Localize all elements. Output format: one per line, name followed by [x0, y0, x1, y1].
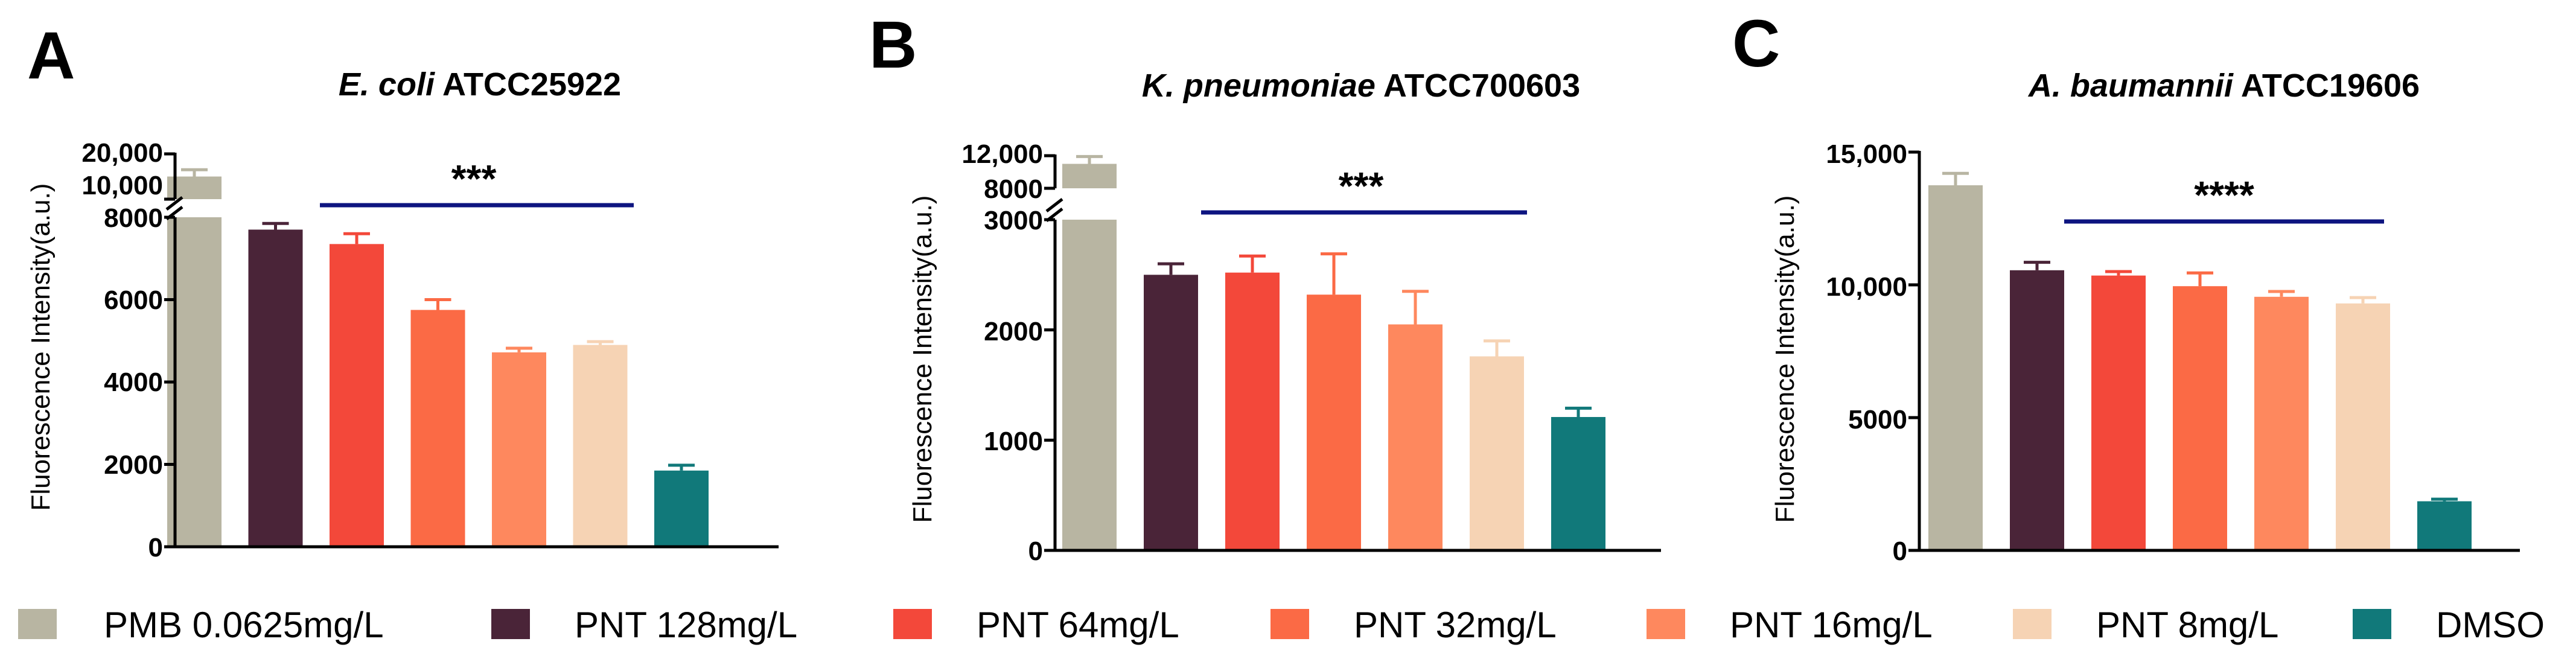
panel-c-tick: 10,000 — [1826, 272, 1907, 302]
legend-item: DMSO — [2353, 605, 2545, 645]
legend-item: PNT 8mg/L — [2013, 605, 2278, 645]
panel-a: A E. coli ATCC25922 Fluorescence Intensi… — [26, 19, 779, 562]
panel-a-tick: 4000 — [104, 368, 163, 397]
panel-b-bar — [1551, 416, 1605, 550]
legend-swatch — [491, 609, 530, 639]
legend-swatch — [18, 609, 57, 639]
legend-label: PNT 8mg/L — [2096, 605, 2278, 645]
panel-c-bar — [2173, 286, 2227, 550]
legend-label: PMB 0.0625mg/L — [104, 605, 384, 645]
panel-c-bar — [2254, 296, 2309, 550]
panel-a-bar — [330, 244, 384, 547]
panel-b-bar — [1144, 275, 1198, 550]
panel-a-tick: 0 — [148, 533, 163, 562]
panel-c-ticks: 0 5000 10,000 15,000 — [1826, 139, 1907, 566]
panel-b: B K. pneumoniae ATCC700603 Fluorescence … — [869, 8, 1661, 566]
panel-b-bar — [1062, 220, 1117, 550]
legend: PMB 0.0625mg/L PNT 128mg/L PNT 64mg/L PN… — [18, 605, 2545, 645]
panel-a-axis-break — [165, 196, 183, 211]
panel-b-tick: 8000 — [984, 174, 1043, 204]
panel-a-bar — [492, 352, 546, 547]
panel-b-tick: 3000 — [984, 206, 1043, 235]
panel-a-bar — [410, 310, 465, 547]
panel-a-ticks: 0 2000 4000 6000 8000 10,000 20,000 — [81, 138, 163, 562]
panel-b-tick: 2000 — [984, 317, 1043, 346]
panel-a-tick: 6000 — [104, 285, 163, 315]
panel-c-bar — [2417, 501, 2472, 550]
panel-c-bar — [2091, 275, 2146, 550]
panel-c-title: A. baumannii ATCC19606 — [2027, 68, 2420, 104]
panel-a-title: E. coli ATCC25922 — [339, 66, 621, 103]
panel-c: C A. baumannii ATCC19606 Fluorescence In… — [1732, 7, 2520, 566]
panel-c-bar — [2336, 303, 2390, 550]
panel-a-title-species: E. coli — [339, 66, 435, 103]
legend-swatch — [1270, 609, 1309, 639]
legend-label: PNT 16mg/L — [1730, 605, 1933, 645]
panel-a-bar — [573, 345, 628, 547]
panel-a-bar — [654, 470, 709, 547]
panel-b-bar — [1225, 272, 1280, 550]
panel-a-title-strain: ATCC25922 — [435, 66, 621, 103]
panel-a-tick: 8000 — [104, 203, 163, 233]
panel-a-tick: 20,000 — [81, 138, 163, 168]
panel-c-ylabel: Fluorescence Intensity(a.u.) — [1770, 196, 1800, 523]
panel-c-significance: **** — [2194, 173, 2254, 217]
panel-b-title: K. pneumoniae ATCC700603 — [1142, 68, 1580, 104]
legend-item: PNT 128mg/L — [491, 605, 797, 645]
panel-a-significance: *** — [451, 157, 497, 200]
panel-b-ylabel: Fluorescence Intensity(a.u.) — [908, 196, 937, 523]
legend-swatch — [893, 609, 932, 639]
legend-label: PNT 128mg/L — [575, 605, 797, 645]
panel-b-bar — [1307, 295, 1361, 550]
legend-label: DMSO — [2436, 605, 2545, 645]
panel-letter-c: C — [1732, 7, 1780, 81]
panel-c-bar — [1928, 185, 1983, 550]
panel-b-title-strain: ATCC700603 — [1376, 68, 1580, 104]
panel-b-significance: *** — [1339, 164, 1384, 208]
legend-swatch — [2353, 609, 2391, 639]
panel-b-tick: 12,000 — [961, 139, 1043, 169]
panel-b-ticks: 0 1000 2000 3000 8000 12,000 — [961, 139, 1043, 566]
legend-item: PNT 32mg/L — [1270, 605, 1557, 645]
panel-c-title-species: A. baumannii — [2027, 68, 2234, 104]
legend-item: PMB 0.0625mg/L — [18, 605, 384, 645]
panel-b-axis-break — [1045, 198, 1063, 212]
panel-letter-a: A — [27, 19, 75, 93]
panel-b-tick: 0 — [1028, 537, 1043, 566]
panel-a-ylabel: Fluorescence Intensity(a.u.) — [26, 183, 56, 511]
panel-c-tick: 15,000 — [1826, 139, 1907, 169]
panel-c-tick: 0 — [1893, 537, 1907, 566]
panel-b-bar — [1388, 324, 1443, 550]
panel-a-tick: 2000 — [104, 450, 163, 480]
legend-item: PNT 64mg/L — [893, 605, 1179, 645]
panel-c-tick: 5000 — [1848, 405, 1907, 435]
panel-c-title-strain: ATCC19606 — [2233, 68, 2420, 104]
legend-item: PNT 16mg/L — [1647, 605, 1933, 645]
legend-swatch — [1647, 609, 1685, 639]
panel-b-tick: 1000 — [984, 427, 1043, 456]
legend-label: PNT 64mg/L — [977, 605, 1179, 645]
panel-c-bar — [2010, 270, 2064, 550]
panel-b-title-species: K. pneumoniae — [1142, 68, 1376, 104]
panel-b-bar — [1470, 356, 1524, 550]
legend-swatch — [2013, 609, 2052, 639]
panel-a-tick: 10,000 — [81, 171, 163, 200]
panel-letter-b: B — [869, 8, 917, 82]
legend-label: PNT 32mg/L — [1354, 605, 1557, 645]
panel-b-bar — [1062, 164, 1117, 188]
panel-a-bar — [248, 229, 303, 547]
